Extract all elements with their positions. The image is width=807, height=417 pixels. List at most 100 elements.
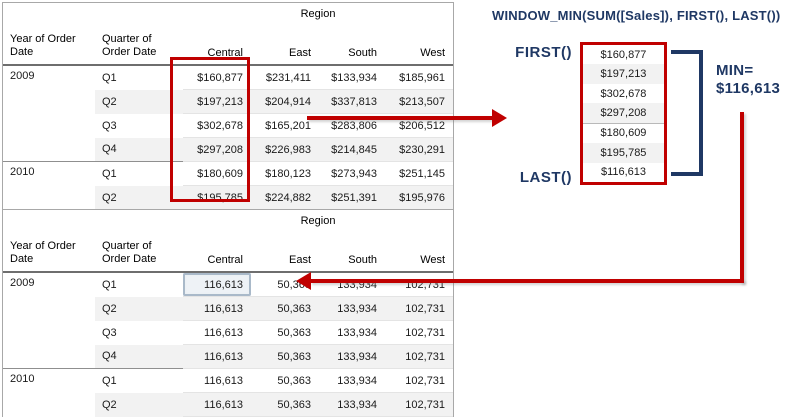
central-column-highlight-frame [170, 57, 250, 202]
value-cell[interactable]: 102,731 [385, 320, 454, 345]
quarter-cell: Q2 [95, 185, 183, 210]
value-cell[interactable]: 116,613 [183, 344, 251, 369]
value-cell[interactable]: $214,845 [319, 137, 385, 162]
min-result-label: MIN= $116,613 [716, 62, 780, 98]
value-cell[interactable]: $224,882 [251, 185, 319, 210]
arrow-min-to-result-head-icon [296, 272, 311, 290]
value-cell[interactable]: 102,731 [385, 272, 454, 297]
quarter-cell: Q1 [95, 161, 183, 186]
region-header: Region [300, 215, 336, 227]
value-cell[interactable]: 116,613 [183, 368, 251, 393]
selected-value-cell[interactable]: 116,613 [183, 272, 251, 297]
value-cell[interactable]: $160,877 [183, 65, 251, 90]
value-cell[interactable]: 133,934 [319, 392, 385, 417]
arrow-table-to-window-line [307, 116, 492, 120]
table-row: Q3 116,613 50,363 133,934 102,731 [3, 320, 454, 345]
window-value-item: $302,678 [600, 87, 647, 100]
quarter-cell: Q3 [102, 326, 117, 339]
quarter-cell: Q2 [95, 296, 183, 321]
value-cell[interactable]: 116,613 [183, 320, 251, 345]
value-cell[interactable]: 133,934 [319, 320, 385, 345]
value-cell[interactable]: 50,363 [251, 296, 319, 321]
table-row: Q2 $195,785 $224,882 $251,391 $195,976 [3, 185, 454, 210]
first-function-label: FIRST() [515, 44, 572, 61]
value-cell[interactable]: $204,914 [251, 89, 319, 114]
value-cell[interactable]: $180,123 [251, 161, 319, 186]
quarter-of-order-date-header: Quarter of Order Date [95, 232, 183, 273]
value-cell[interactable]: $273,943 [319, 161, 385, 186]
year-cell: 2009 [10, 277, 35, 289]
value-cell[interactable]: 102,731 [385, 368, 454, 393]
value-cell[interactable]: 50,363 [251, 344, 319, 369]
value-cell[interactable]: $230,291 [385, 137, 454, 162]
value-cell[interactable]: $133,934 [319, 65, 385, 90]
quarter-cell: Q2 [95, 392, 183, 417]
quarter-cell: Q4 [95, 344, 183, 369]
arrow-min-to-result-vertical-line [740, 112, 744, 283]
column-header-west: West [385, 25, 454, 66]
value-cell[interactable]: 133,934 [319, 272, 385, 297]
value-cell[interactable]: $231,411 [251, 65, 319, 90]
region-header-row: Region [3, 210, 453, 232]
year-of-order-date-header: Year of Order Date [3, 232, 95, 273]
value-cell[interactable]: 116,613 [183, 296, 251, 321]
window-value-item: $160,877 [600, 48, 647, 61]
column-header-south: South [319, 232, 385, 273]
region-header: Region [300, 8, 336, 20]
column-header-row: Year of Order Date Quarter of Order Date… [3, 232, 454, 273]
value-cell[interactable]: $185,961 [385, 65, 454, 90]
column-header-row: Year of Order Date Quarter of Order Date… [3, 25, 454, 66]
bracket-spine [699, 50, 703, 176]
value-cell[interactable]: 50,363 [251, 392, 319, 417]
value-cell[interactable]: 50,363 [251, 368, 319, 393]
value-cell[interactable]: $195,976 [385, 185, 454, 210]
quarter-cell: Q4 [95, 137, 183, 162]
value-cell[interactable]: $302,678 [183, 113, 251, 138]
quarter-cell: Q1 [102, 71, 117, 84]
value-cell[interactable]: $251,145 [385, 161, 454, 186]
value-cell[interactable]: 102,731 [385, 392, 454, 417]
window-min-formula-label: WINDOW_MIN(SUM([Sales]), FIRST(), LAST()… [492, 8, 781, 23]
header-spacer [3, 3, 183, 25]
min-result-line1: MIN= [716, 62, 754, 79]
result-table-body: 2009 Q1 116,613 50,363 133,934 102,731 Q2 116,6… [3, 272, 454, 417]
year-cell: 2010 [3, 368, 95, 417]
header-spacer [3, 210, 183, 232]
column-header-west: West [385, 232, 454, 273]
column-header-south: South [319, 25, 385, 66]
bracket-bottom-arm [671, 172, 703, 176]
value-cell[interactable]: $337,813 [319, 89, 385, 114]
value-cell[interactable]: 102,731 [385, 344, 454, 369]
column-header-east: East [251, 25, 319, 66]
value-cell[interactable]: 133,934 [319, 344, 385, 369]
table-row: Q2 116,613 50,363 133,934 102,731 [3, 296, 454, 321]
value-cell[interactable]: $197,213 [183, 89, 251, 114]
value-cell[interactable]: $213,507 [385, 89, 454, 114]
value-cell[interactable]: $251,391 [319, 185, 385, 210]
value-cell[interactable]: $180,609 [183, 161, 251, 186]
quarter-cell: Q3 [102, 119, 117, 132]
table-row: 2009 Q1 116,613 50,363 133,934 102,731 [3, 272, 454, 297]
value-cell[interactable]: $226,983 [251, 137, 319, 162]
quarter-cell: Q1 [95, 368, 183, 393]
value-cell[interactable]: 50,363 [251, 320, 319, 345]
min-result-line2: $116,613 [716, 80, 781, 97]
arrow-table-to-window-head-icon [492, 109, 507, 127]
quarter-cell: Q1 [102, 278, 117, 291]
table-row: Q2 $197,213 $204,914 $337,813 $213,507 [3, 89, 454, 114]
table-row: Q2 116,613 50,363 133,934 102,731 [3, 392, 454, 417]
sales-crosstab-original: Region Year of Order Date Quarter of Ord… [2, 2, 454, 238]
window-min-crosstab-result: Region Year of Order Date Quarter of Ord… [2, 209, 454, 417]
column-header-east: East [251, 232, 319, 273]
value-cell[interactable]: 102,731 [385, 296, 454, 321]
window-value-item: $116,613 [600, 166, 647, 179]
value-cell[interactable]: 133,934 [319, 296, 385, 321]
value-cell[interactable]: 133,934 [319, 368, 385, 393]
window-value-item: $197,213 [583, 64, 664, 84]
region-header-row: Region [3, 3, 453, 25]
value-cell[interactable]: $297,208 [183, 137, 251, 162]
value-cell[interactable]: 116,613 [183, 392, 251, 417]
result-table: Region Year of Order Date Quarter of Ord… [3, 210, 454, 417]
quarter-of-order-date-header: Quarter of Order Date [95, 25, 183, 66]
